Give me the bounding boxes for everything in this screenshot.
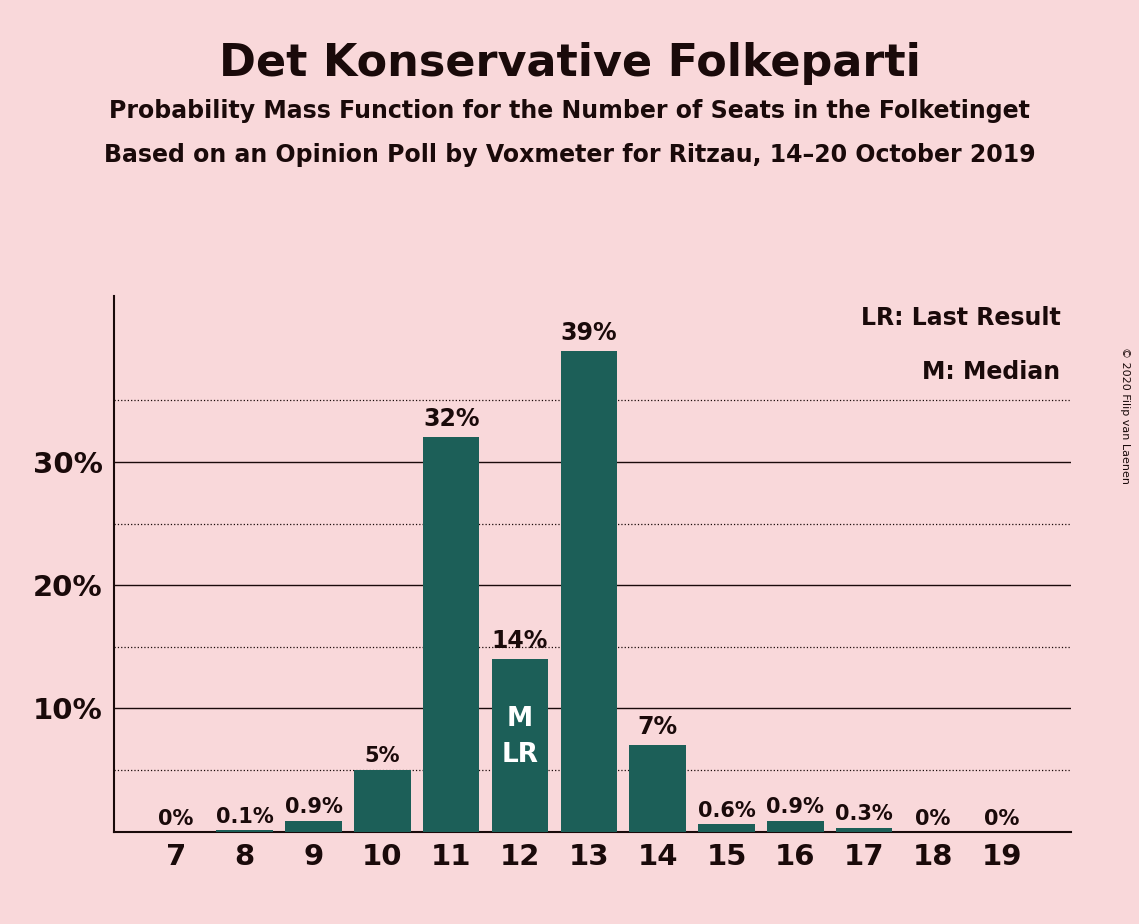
Text: 0.9%: 0.9% [285,796,343,817]
Text: LR: Last Result: LR: Last Result [861,307,1060,331]
Bar [492,659,548,832]
Bar [285,821,342,832]
Bar [354,770,410,832]
Bar [767,821,823,832]
Text: 0.3%: 0.3% [835,804,893,824]
Text: 0.6%: 0.6% [697,800,755,821]
Bar [630,746,686,832]
Text: 0%: 0% [158,809,194,829]
Text: 39%: 39% [560,321,617,345]
Text: 0.1%: 0.1% [215,807,273,827]
Text: 0.9%: 0.9% [767,796,825,817]
Text: 0%: 0% [984,809,1019,829]
Text: Det Konservative Folkeparti: Det Konservative Folkeparti [219,42,920,85]
Text: 5%: 5% [364,747,400,766]
Bar [698,824,755,832]
Text: 7%: 7% [638,715,678,739]
Text: 32%: 32% [423,407,480,432]
Text: M: Median: M: Median [923,360,1060,384]
Bar [216,831,273,832]
Bar [560,351,617,832]
Text: © 2020 Filip van Laenen: © 2020 Filip van Laenen [1120,347,1130,484]
Text: 0%: 0% [916,809,951,829]
Bar [836,828,892,832]
Text: Probability Mass Function for the Number of Seats in the Folketinget: Probability Mass Function for the Number… [109,99,1030,123]
Text: Based on an Opinion Poll by Voxmeter for Ritzau, 14–20 October 2019: Based on an Opinion Poll by Voxmeter for… [104,143,1035,167]
Text: M
LR: M LR [501,706,539,768]
Bar [423,437,480,832]
Text: 14%: 14% [492,629,548,653]
